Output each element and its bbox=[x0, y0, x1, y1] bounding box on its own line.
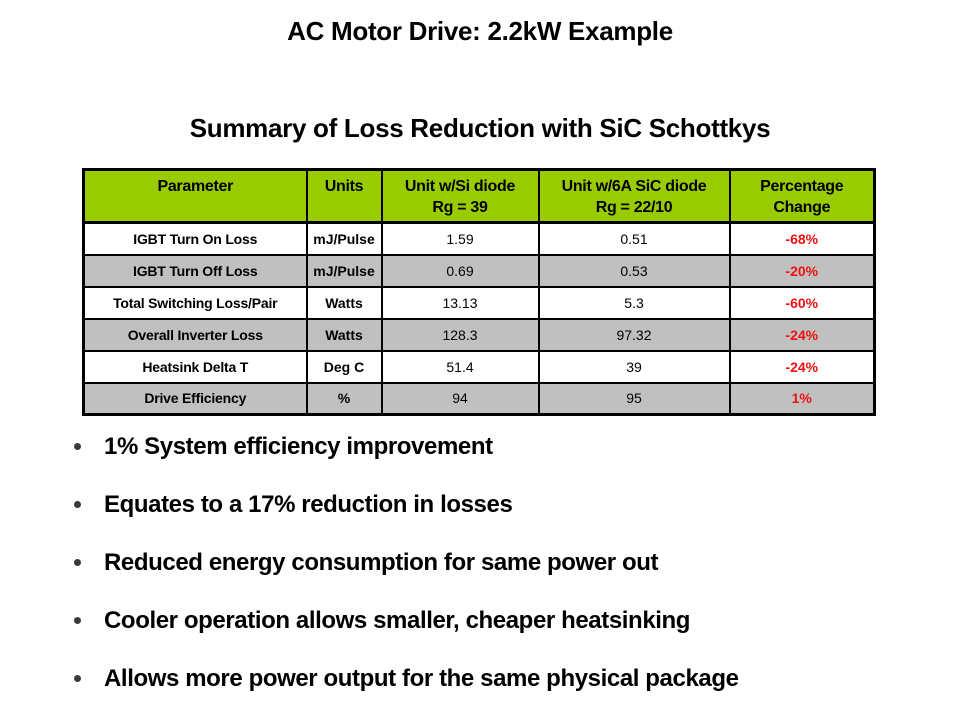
header-percentage-label: Percentage bbox=[760, 178, 844, 195]
bullet-text: Cooler operation allows smaller, cheaper… bbox=[104, 607, 691, 634]
header-sic-diode-rg: Rg = 22/10 bbox=[595, 199, 673, 216]
header-parameter-label: Parameter bbox=[157, 178, 234, 195]
change-cell: -60% bbox=[728, 285, 876, 320]
units-cell: Watts bbox=[305, 285, 383, 320]
units-cell: Deg C bbox=[305, 349, 383, 384]
sic-value-cell: 97.32 bbox=[537, 317, 731, 352]
si-value-cell: 128.3 bbox=[380, 317, 540, 352]
sic-value-cell: 5.3 bbox=[537, 285, 731, 320]
parameter-cell: Total Switching Loss/Pair bbox=[82, 285, 308, 320]
bullet-text: Equates to a 17% reduction in losses bbox=[104, 491, 513, 518]
header-change-label: Change bbox=[773, 199, 831, 216]
table-row: Drive Efficiency% 94 95 1% bbox=[82, 381, 876, 416]
bullet-list: 1% System efficiency improvement Equates … bbox=[73, 433, 943, 723]
bullet-item: 1% System efficiency improvement bbox=[73, 433, 943, 460]
change-cell: 1% bbox=[728, 381, 876, 416]
sic-value-cell: 0.51 bbox=[537, 221, 731, 256]
table-row: Heatsink Delta T Deg C 51.4 39 -24% bbox=[82, 349, 876, 384]
header-units-line2 bbox=[309, 197, 380, 218]
header-si-diode-label: Unit w/Si diode bbox=[404, 178, 516, 195]
table-row: Total Switching Loss/Pair Watts 13.13 5.3 -6… bbox=[82, 285, 876, 320]
header-units-label: Units bbox=[324, 178, 364, 195]
sic-value-cell: 95 bbox=[537, 381, 731, 416]
change-cell: -24% bbox=[728, 317, 876, 352]
si-value-cell: 1.59 bbox=[380, 221, 540, 256]
header-si-diode: Unit w/Si diode Rg = 39 bbox=[380, 168, 540, 224]
sic-value-cell: 0.53 bbox=[537, 253, 731, 288]
si-value-cell: 0.69 bbox=[380, 253, 540, 288]
parameter-cell: IGBT Turn Off Loss bbox=[82, 253, 308, 288]
change-cell: -24% bbox=[728, 349, 876, 384]
units-cell: mJ/Pulse bbox=[305, 253, 383, 288]
header-parameter-line2 bbox=[86, 197, 305, 218]
header-percentage-change: Percentage Change bbox=[728, 168, 876, 224]
header-si-diode-rg: Rg = 39 bbox=[432, 199, 488, 216]
change-cell: -68% bbox=[728, 221, 876, 256]
slide-title: AC Motor Drive: 2.2kW Example bbox=[287, 16, 673, 46]
sic-value-cell: 39 bbox=[537, 349, 731, 384]
bullet-item: Reduced energy consumption for same powe… bbox=[73, 549, 943, 576]
si-value-cell: 13.13 bbox=[380, 285, 540, 320]
bullet-text: 1% System efficiency improvement bbox=[104, 433, 493, 460]
bullet-dot-icon bbox=[74, 559, 81, 566]
bullet-dot-icon bbox=[74, 501, 81, 508]
change-cell: -20% bbox=[728, 253, 876, 288]
slide-subtitle: Summary of Loss Reduction with SiC Schot… bbox=[189, 113, 771, 143]
header-sic-diode: Unit w/6A SiC diode Rg = 22/10 bbox=[537, 168, 731, 224]
table-header-row: Parameter Units Unit w/Si diode Rg = 39 … bbox=[82, 168, 876, 224]
bullet-dot-icon bbox=[74, 675, 81, 682]
si-value-cell: 94 bbox=[380, 381, 540, 416]
header-units: Units bbox=[305, 168, 383, 224]
table-row: IGBT Turn Off Loss mJ/Pulse 0.69 0.53 -20% bbox=[82, 253, 876, 288]
parameter-cell: Overall Inverter Loss bbox=[82, 317, 308, 352]
units-cell: % bbox=[305, 381, 383, 416]
loss-reduction-table: Parameter Units Unit w/Si diode Rg = 39 … bbox=[82, 168, 876, 416]
bullet-dot-icon bbox=[74, 617, 81, 624]
bullet-item: Equates to a 17% reduction in losses bbox=[73, 491, 943, 518]
parameter-cell: Drive Efficiency bbox=[82, 381, 308, 416]
si-value-cell: 51.4 bbox=[380, 349, 540, 384]
table-row: IGBT Turn On Loss mJ/Pulse 1.59 0.51 -68% bbox=[82, 221, 876, 256]
bullet-item: Allows more power output for the same ph… bbox=[73, 665, 943, 692]
units-cell: Watts bbox=[305, 317, 383, 352]
parameter-cell: IGBT Turn On Loss bbox=[82, 221, 308, 256]
bullet-text: Allows more power output for the same ph… bbox=[104, 665, 739, 692]
bullet-item: Cooler operation allows smaller, cheaper… bbox=[73, 607, 943, 634]
header-sic-diode-label: Unit w/6A SiC diode bbox=[561, 178, 707, 195]
table-row: Overall Inverter Loss Watts 128.3 97.32 -24% bbox=[82, 317, 876, 352]
units-cell: mJ/Pulse bbox=[305, 221, 383, 256]
bullet-dot-icon bbox=[74, 443, 81, 450]
table-body: IGBT Turn On Loss mJ/Pulse 1.59 0.51 -68% IGB… bbox=[82, 221, 876, 416]
header-parameter: Parameter bbox=[82, 168, 308, 224]
bullet-text: Reduced energy consumption for same powe… bbox=[104, 549, 659, 576]
parameter-cell: Heatsink Delta T bbox=[82, 349, 308, 384]
